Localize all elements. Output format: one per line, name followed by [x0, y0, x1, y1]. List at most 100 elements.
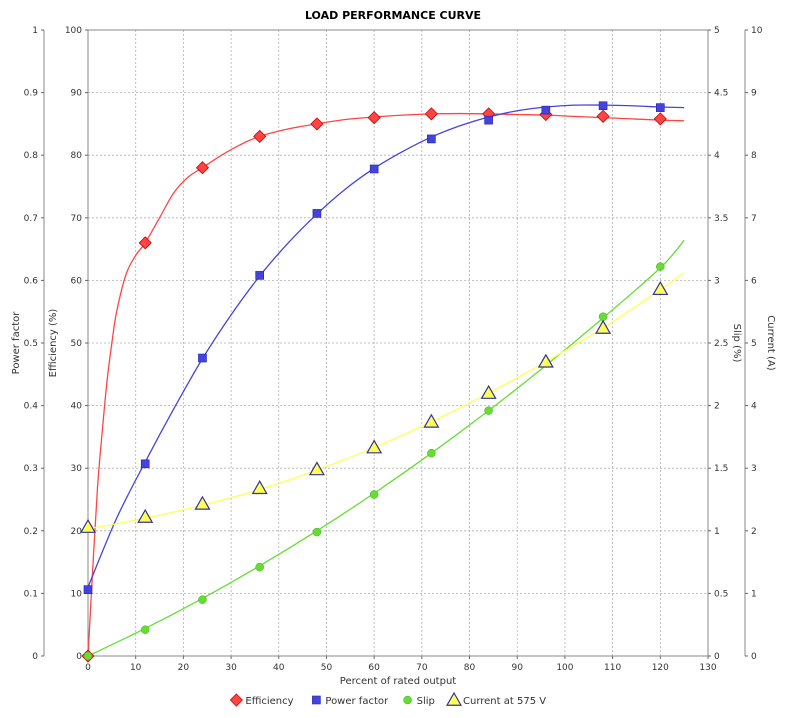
current-tick-label: 1: [751, 589, 757, 599]
current-at-575-v-point: [251, 480, 268, 495]
power_factor-tick-label: 0.6: [24, 276, 39, 286]
current-tick-label: 6: [751, 276, 757, 286]
legend-marker-slip: [403, 695, 412, 705]
slip-tick-label: 4.5: [714, 89, 728, 99]
current-at-575-v-point: [595, 319, 612, 334]
legend-item-power-factor: Power factor: [312, 695, 389, 707]
x-tick-label: 50: [321, 663, 333, 673]
slip-tick-label: 3.5: [714, 214, 728, 224]
slip-point: [198, 595, 207, 604]
efficiency-point: [596, 109, 610, 123]
slip-point: [484, 406, 493, 415]
slip-tick-label: 2.5: [714, 339, 728, 349]
current-axis-label: Current (A): [765, 315, 776, 370]
x-tick-label: 120: [652, 663, 669, 673]
efficiency-tick-label: 50: [71, 339, 83, 349]
efficiency-point: [310, 117, 324, 131]
current-tick-label: 10: [751, 26, 763, 36]
power-factor-point: [598, 101, 608, 111]
efficiency-tick-label: 70: [71, 214, 83, 224]
current-at-575-v-point: [308, 461, 325, 476]
slip-point: [427, 448, 436, 458]
efficiency-point: [195, 161, 210, 175]
slip-tick-label: 1.5: [714, 464, 728, 474]
power_factor-axis-label: Power factor: [11, 311, 22, 375]
legend-label-current-at-575-v: Current at 575 V: [463, 696, 546, 707]
efficiency-tick-label: 0: [76, 652, 82, 662]
slip-tick-label: 5: [714, 26, 720, 36]
power-factor-curve: [87, 104, 685, 588]
power_factor-tick-label: 0.8: [24, 151, 39, 161]
slip-tick-label: 1: [714, 527, 720, 537]
efficiency-tick-label: 100: [65, 26, 82, 36]
legend-label-efficiency: Efficiency: [245, 696, 293, 707]
current-tick-label: 2: [751, 527, 757, 537]
slip-axis-label: Slip (%): [731, 324, 742, 363]
power_factor-tick-label: 0.7: [24, 214, 38, 224]
power-factor-point: [541, 105, 551, 115]
legend-label-power-factor: Power factor: [325, 696, 389, 707]
efficiency-axis-label: Efficiency (%): [48, 309, 59, 378]
power_factor-tick-label: 0.2: [24, 527, 38, 537]
slip-tick-label: 4: [714, 151, 720, 161]
x-tick-label: 0: [85, 663, 91, 673]
slip-tick-label: 2: [714, 402, 720, 412]
efficiency-tick-label: 40: [71, 402, 83, 412]
current-at-575-v-point: [137, 508, 154, 523]
power_factor-tick-label: 0.3: [24, 464, 38, 474]
efficiency-tick-label: 20: [71, 527, 83, 537]
power-factor-point: [255, 271, 264, 280]
legend-marker-power-factor: [312, 695, 321, 705]
slip-point: [83, 651, 93, 661]
power-factor-point: [369, 164, 379, 174]
axes: 0 10 20 30 40 50 60 70 80 90 100 110 120 13000.10.20.…: [11, 26, 776, 687]
current-at-575-v-point: [79, 518, 97, 533]
legend: Efficiency Power factor Slip Current at 575…: [229, 691, 546, 707]
legend-label-slip: Slip: [417, 696, 435, 707]
efficiency-point: [138, 236, 152, 250]
x-tick-label: 130: [699, 663, 716, 673]
x-tick-label: 30: [225, 663, 237, 673]
series-markers: [79, 101, 669, 663]
grid: [88, 30, 708, 656]
x-tick-label: 10: [130, 663, 142, 673]
chart-title: LOAD PERFORMANCE CURVE: [305, 9, 481, 22]
current-tick-label: 3: [751, 464, 757, 474]
power_factor-tick-label: 1: [32, 26, 38, 36]
x-tick-label: 70: [416, 663, 428, 673]
x-tick-label: 100: [556, 663, 573, 673]
x-tick-label: 90: [512, 663, 524, 673]
current-at-575-v-point: [194, 495, 211, 510]
efficiency-tick-label: 60: [71, 276, 83, 286]
power-factor-point: [427, 134, 436, 144]
current-at-575-v-point: [480, 384, 497, 399]
x-tick-label: 60: [368, 663, 380, 673]
efficiency-tick-label: 10: [71, 589, 83, 599]
current-at-575-v-point: [537, 353, 554, 368]
current-tick-label: 0: [751, 652, 757, 662]
x-axis-label: Percent of rated output: [340, 676, 457, 687]
slip-point: [255, 562, 264, 572]
slip-tick-label: 3: [714, 276, 720, 286]
current-tick-label: 7: [751, 214, 757, 224]
legend-item-current-at-575-v: Current at 575 V: [445, 691, 546, 707]
efficiency-tick-label: 90: [71, 89, 83, 99]
power_factor-tick-label: 0.1: [24, 589, 38, 599]
power_factor-tick-label: 0.9: [24, 89, 39, 99]
current-tick-label: 9: [751, 89, 757, 99]
x-tick-label: 80: [464, 663, 476, 673]
power-factor-point: [484, 115, 493, 125]
slip-point: [598, 312, 608, 321]
slip-point: [140, 625, 150, 634]
power-factor-point: [312, 209, 322, 218]
power_factor-tick-label: 0: [32, 652, 38, 662]
x-tick-label: 40: [273, 663, 285, 673]
current-tick-label: 4: [751, 402, 757, 412]
power-factor-point: [656, 103, 665, 112]
power-factor-point: [83, 585, 93, 594]
efficiency-point: [253, 129, 267, 143]
slip-tick-label: 0.5: [714, 589, 728, 599]
slip-point: [369, 490, 379, 499]
